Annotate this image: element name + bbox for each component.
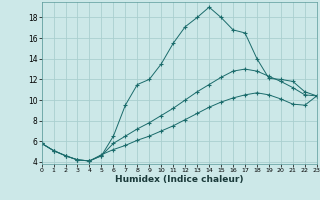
X-axis label: Humidex (Indice chaleur): Humidex (Indice chaleur) bbox=[115, 175, 244, 184]
